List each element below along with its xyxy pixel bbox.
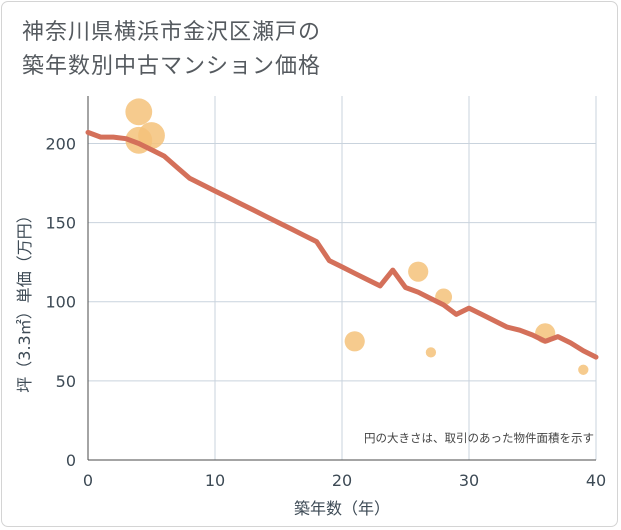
title-line-1: 神奈川県横浜市金沢区瀬戸の xyxy=(22,20,322,45)
data-bubble xyxy=(408,261,429,282)
data-bubble xyxy=(425,347,437,358)
y-tick-label: 50 xyxy=(56,372,76,391)
trend-line xyxy=(85,129,599,360)
bubble-size-note: 円の大きさは、取引のあった物件面積を示す xyxy=(364,431,594,445)
data-bubble xyxy=(344,331,365,352)
y-tick-label: 150 xyxy=(45,214,76,233)
x-tick-label: 10 xyxy=(205,471,225,490)
data-bubble xyxy=(125,98,153,126)
x-tick-label: 40 xyxy=(586,471,606,490)
y-axis-title: 坪（3.3㎡）単価（万円） xyxy=(15,207,34,392)
y-tick-label: 200 xyxy=(45,134,76,153)
data-bubble xyxy=(578,364,589,375)
title-line-2: 築年数別中古マンション価格 xyxy=(22,54,322,79)
x-tick-label: 30 xyxy=(459,471,479,490)
chart-title: 神奈川県横浜市金沢区瀬戸の 築年数別中古マンション価格 xyxy=(22,16,542,84)
x-tick-label: 20 xyxy=(332,471,352,490)
y-tick-label: 100 xyxy=(45,293,76,312)
x-axis-title: 築年数（年） xyxy=(294,499,390,518)
y-tick-label: 0 xyxy=(66,451,76,470)
x-tick-label: 0 xyxy=(83,471,93,490)
